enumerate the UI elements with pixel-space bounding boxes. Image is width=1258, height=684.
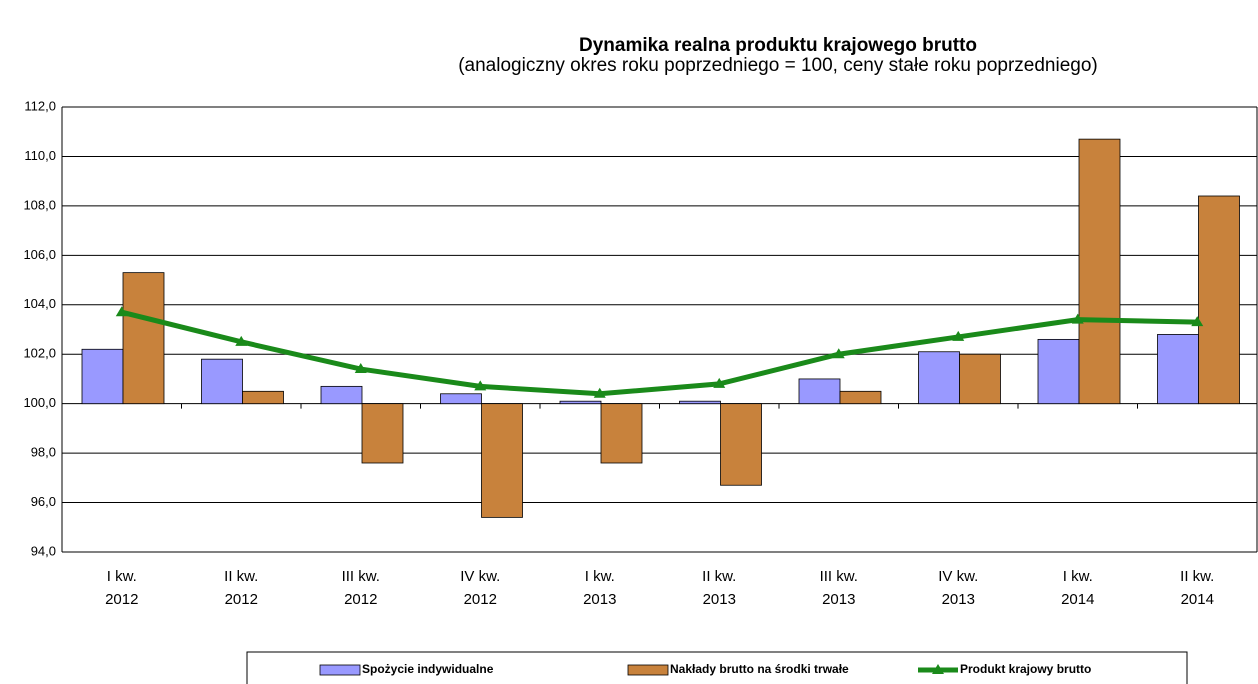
line-marker [354, 363, 367, 374]
x-tick-label: II kw. [1180, 568, 1214, 585]
y-tick-label: 102,0 [23, 346, 56, 361]
x-tick-label: III kw. [342, 568, 380, 585]
line-marker [474, 380, 487, 391]
bar [559, 400, 602, 405]
line-marker [713, 377, 726, 388]
bar [201, 358, 243, 405]
x-tick-label: 2012 [464, 591, 497, 608]
y-tick-label: 96,0 [31, 494, 56, 509]
legend-label: Nakłady brutto na środki trwałe [670, 662, 849, 676]
bar [320, 385, 363, 405]
bar [440, 393, 482, 405]
x-tick-label: 2013 [583, 591, 616, 608]
line-marker [235, 335, 248, 346]
y-tick-label: 112,0 [24, 98, 56, 113]
x-tick-label: I kw. [585, 568, 615, 585]
y-tick-label: 110,0 [24, 148, 56, 163]
line-marker [1071, 313, 1084, 324]
x-tick-label: III kw. [820, 568, 858, 585]
y-tick-label: 104,0 [23, 296, 56, 311]
legend-swatch [627, 664, 669, 676]
x-tick-label: 2014 [1061, 591, 1094, 608]
bar [242, 390, 284, 405]
x-tick-label: I kw. [107, 568, 137, 585]
bar [798, 378, 841, 405]
bar [1037, 338, 1080, 405]
legend-label: Produkt krajowy brutto [960, 662, 1091, 676]
x-tick-label: II kw. [224, 568, 258, 585]
y-tick-label: 108,0 [23, 197, 56, 212]
line-marker [593, 387, 606, 398]
bar [959, 353, 1001, 405]
chart-subtitle: (analogiczny okres roku poprzedniego = 1… [458, 55, 1098, 76]
legend-marker [932, 664, 944, 674]
bar [679, 400, 721, 405]
x-tick-label: 2012 [344, 591, 377, 608]
chart-title: Dynamika realna produktu krajowego brutt… [579, 35, 977, 56]
bar [600, 403, 643, 464]
x-tick-label: I kw. [1063, 568, 1093, 585]
bar [1198, 195, 1240, 405]
bar [720, 403, 762, 486]
x-tick-label: 2013 [942, 591, 975, 608]
x-tick-label: 2014 [1181, 591, 1214, 608]
bar [481, 403, 523, 518]
x-tick-label: IV kw. [938, 568, 978, 585]
y-tick-label: 100,0 [23, 395, 56, 410]
bar [122, 272, 165, 405]
legend-swatch [319, 664, 361, 676]
line-marker [1191, 316, 1204, 327]
bar [361, 403, 404, 464]
y-tick-label: 106,0 [23, 247, 56, 262]
x-tick-label: 2012 [105, 591, 138, 608]
line [121, 309, 1198, 397]
x-tick-label: II kw. [702, 568, 736, 585]
bar [1078, 138, 1121, 405]
x-tick-label: IV kw. [460, 568, 500, 585]
bar [918, 351, 960, 405]
x-tick-label: 2013 [703, 591, 736, 608]
legend-label: Spożycie indywidualne [362, 662, 494, 676]
bar [81, 348, 124, 405]
legend-box [246, 651, 1188, 684]
x-tick-label: 2012 [225, 591, 258, 608]
line-marker [832, 348, 845, 359]
line-marker [952, 330, 965, 341]
y-tick-label: 94,0 [31, 543, 56, 558]
y-tick-label: 98,0 [31, 445, 56, 460]
bar [839, 390, 882, 405]
line-marker [115, 306, 128, 317]
bar [1157, 334, 1199, 405]
x-tick-label: 2013 [822, 591, 855, 608]
